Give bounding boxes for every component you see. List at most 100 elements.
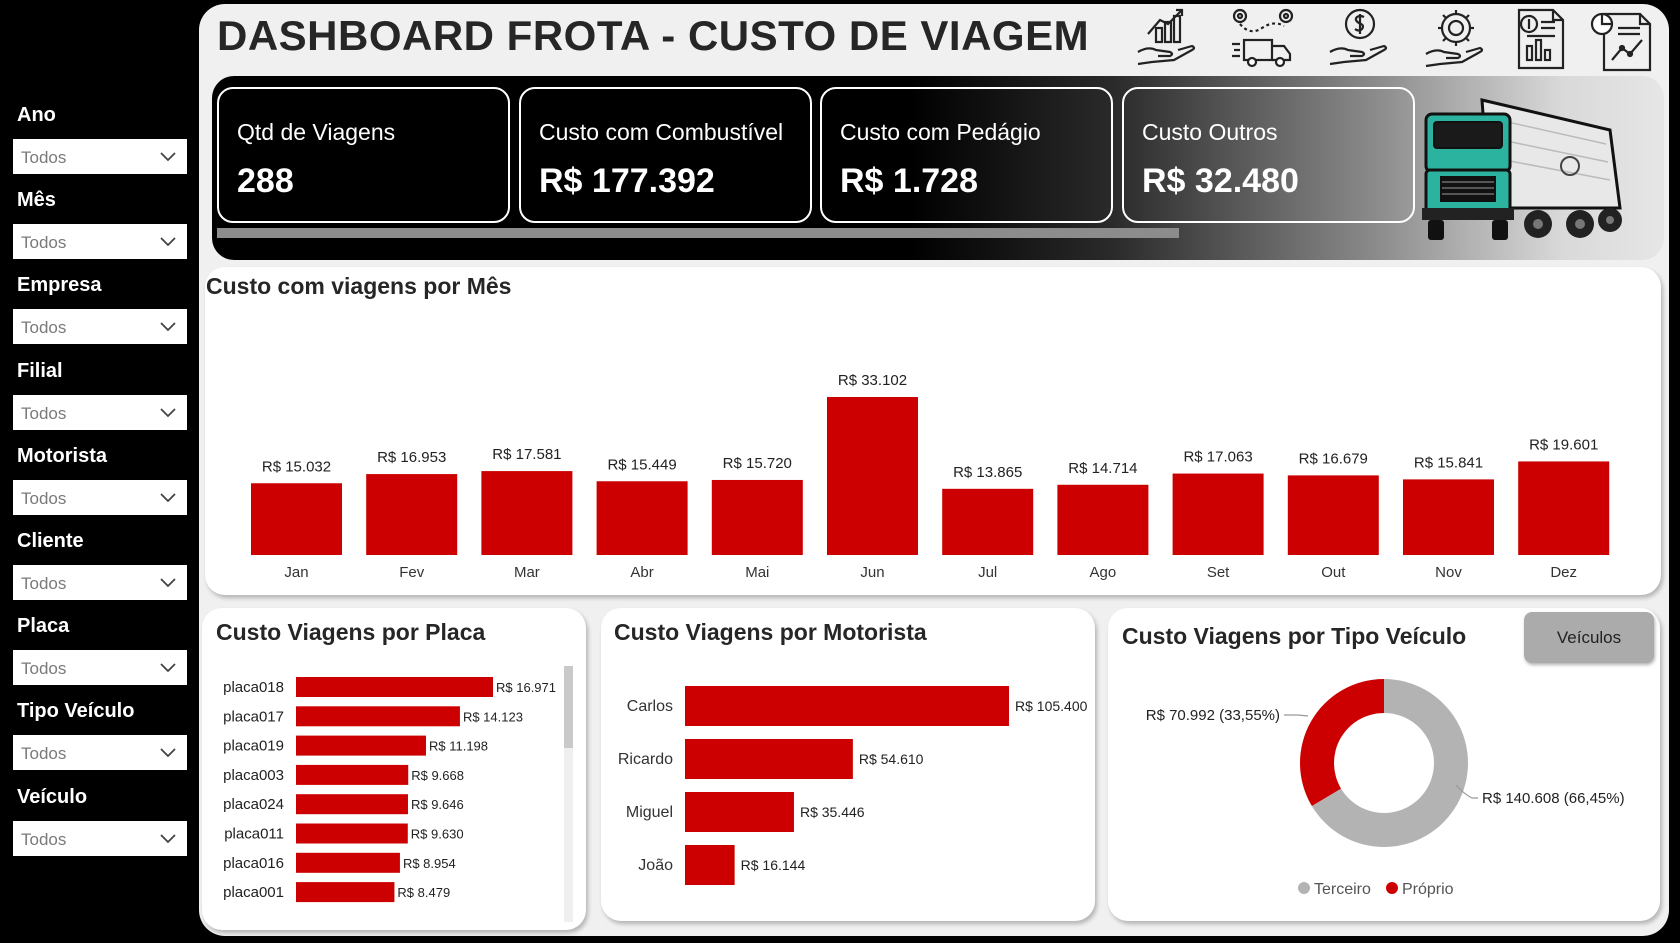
kpi-value: 288 — [237, 162, 294, 200]
plate-tick-label: placa016 — [223, 855, 284, 872]
vehicles-button[interactable]: Veículos — [1524, 612, 1654, 663]
month-tick-label: Dez — [1550, 564, 1577, 581]
month-bar[interactable] — [596, 481, 688, 555]
plate-scrollbar-track[interactable] — [564, 666, 573, 922]
month-bar[interactable] — [1057, 484, 1149, 555]
plate-bar[interactable] — [296, 882, 395, 903]
filter-dropdown[interactable]: Todos — [13, 735, 187, 771]
plate-tick-label: placa017 — [223, 708, 284, 725]
plate-scrollbar-thumb[interactable] — [564, 666, 573, 748]
month-bar[interactable] — [251, 483, 342, 555]
plate-data-label: R$ 8.479 — [397, 885, 450, 900]
legend-dot-terceiro — [1298, 882, 1310, 894]
filter-dropdown[interactable]: Todos — [13, 224, 187, 260]
driver-data-label: R$ 16.144 — [741, 857, 806, 873]
month-data-label: R$ 17.063 — [1183, 449, 1252, 466]
plate-data-label: R$ 9.630 — [411, 827, 464, 842]
filter-dropdown[interactable]: Todos — [13, 394, 187, 430]
gear-dollar-icon — [1425, 10, 1484, 68]
month-bar[interactable] — [366, 474, 458, 555]
plate-bar[interactable] — [296, 852, 400, 873]
driver-bar[interactable] — [685, 845, 735, 885]
filter-dropdown[interactable]: Todos — [13, 650, 187, 686]
month-data-label: R$ 16.953 — [377, 449, 446, 466]
chevron-down-icon — [160, 748, 176, 758]
filter-selected-value: Todos — [21, 318, 67, 338]
month-bar[interactable] — [481, 471, 573, 555]
filter-dropdown[interactable]: Todos — [13, 820, 187, 856]
month-bar[interactable] — [1172, 473, 1264, 555]
month-data-label: R$ 19.601 — [1529, 436, 1598, 453]
kpi-card: Custo com Combustível R$ 177.392 — [519, 87, 812, 223]
kpi-label: Custo com Pedágio — [840, 119, 1041, 145]
month-bar[interactable] — [942, 488, 1034, 555]
plate-tick-label: placa011 — [224, 826, 284, 843]
driver-bar[interactable] — [685, 686, 1009, 726]
chevron-down-icon — [160, 322, 176, 332]
month-tick-label: Jun — [860, 564, 884, 581]
filter-dropdown[interactable]: Todos — [13, 479, 187, 515]
filter-dropdown[interactable]: Todos — [13, 565, 187, 600]
month-tick-label: Ago — [1090, 564, 1117, 581]
filter-selected-value: Todos — [21, 148, 67, 167]
plate-tick-label: placa024 — [223, 796, 284, 813]
month-data-label: R$ 15.032 — [262, 458, 331, 475]
month-data-label: R$ 14.714 — [1068, 460, 1137, 477]
kpi-label: Custo com Combustível — [539, 119, 784, 145]
chevron-down-icon — [160, 493, 176, 503]
plate-bar[interactable] — [296, 677, 493, 697]
driver-bar[interactable] — [685, 739, 853, 779]
kpi-scrollbar[interactable] — [217, 228, 1179, 238]
driver-bar[interactable] — [685, 792, 794, 832]
month-tick-label: Mai — [745, 564, 769, 581]
plate-data-label: R$ 16.971 — [496, 680, 556, 695]
kpi-value: R$ 1.728 — [840, 162, 978, 200]
driver-cost-bar-chart: Carlos R$ 105.400 Ricardo R$ 54.610 Miguel R$… — [618, 686, 1088, 885]
plate-bar[interactable] — [296, 823, 408, 844]
filter-label: Tipo Veículo — [17, 700, 135, 723]
dollar-hand-icon — [1329, 8, 1388, 66]
page-title: DASHBOARD FROTA - CUSTO DE VIAGEM — [217, 12, 1090, 59]
delivery-route-truck-icon — [1232, 8, 1294, 68]
chevron-down-icon — [160, 237, 176, 247]
month-tick-label: Nov — [1435, 564, 1462, 581]
kpi-label: Custo Outros — [1142, 119, 1278, 145]
donut-slice-terceiro[interactable] — [1311, 679, 1468, 847]
plate-bar[interactable] — [296, 794, 408, 815]
filter-selected-value: Todos — [21, 829, 67, 849]
month-bar[interactable] — [711, 479, 803, 555]
month-data-label: R$ 17.581 — [492, 446, 561, 463]
month-bar[interactable] — [827, 397, 918, 555]
financial-report-icon — [1517, 8, 1565, 70]
chevron-down-icon — [160, 407, 176, 417]
donut-slice-proprio[interactable] — [1300, 679, 1384, 806]
month-bar[interactable] — [1518, 461, 1610, 555]
filter-selected-value: Todos — [21, 233, 67, 253]
filter-label: Empresa — [17, 274, 102, 297]
filter-selected-value: Todos — [21, 403, 67, 423]
month-tick-label: Fev — [399, 564, 425, 581]
donut-label-terceiro: R$ 140.608 (66,45%) — [1482, 790, 1625, 807]
kpi-card: Custo com Pedágio R$ 1.728 — [820, 87, 1113, 223]
month-data-label: R$ 13.865 — [953, 464, 1022, 481]
month-bar[interactable] — [1403, 479, 1494, 555]
month-bar[interactable] — [1287, 475, 1379, 555]
filter-selected-value: Todos — [21, 659, 67, 679]
chevron-down-icon — [160, 578, 176, 588]
driver-chart-title: Custo Viagens por Motorista — [614, 619, 927, 645]
monthly-cost-bar-chart: R$ 15.032 Jan R$ 16.953 Fev R$ 17.581 Mar R$ 1… — [251, 372, 1610, 581]
filter-dropdown[interactable]: Todos — [13, 309, 187, 345]
chevron-down-icon — [160, 152, 176, 162]
vehicle-type-chart-title: Custo Viagens por Tipo Veículo — [1122, 623, 1467, 649]
plate-bar[interactable] — [296, 735, 426, 756]
driver-tick-label: João — [638, 857, 673, 874]
filter-selected-value: Todos — [21, 574, 67, 593]
plate-bar[interactable] — [296, 706, 460, 727]
month-tick-label: Out — [1321, 564, 1346, 581]
legend-dot-proprio — [1386, 882, 1398, 894]
monthly-chart-title: Custo com viagens por Mês — [206, 273, 512, 299]
kpi-card: Custo Outros R$ 32.480 — [1122, 87, 1415, 223]
filter-dropdown[interactable]: Todos — [13, 139, 187, 174]
plate-bar[interactable] — [296, 764, 409, 785]
